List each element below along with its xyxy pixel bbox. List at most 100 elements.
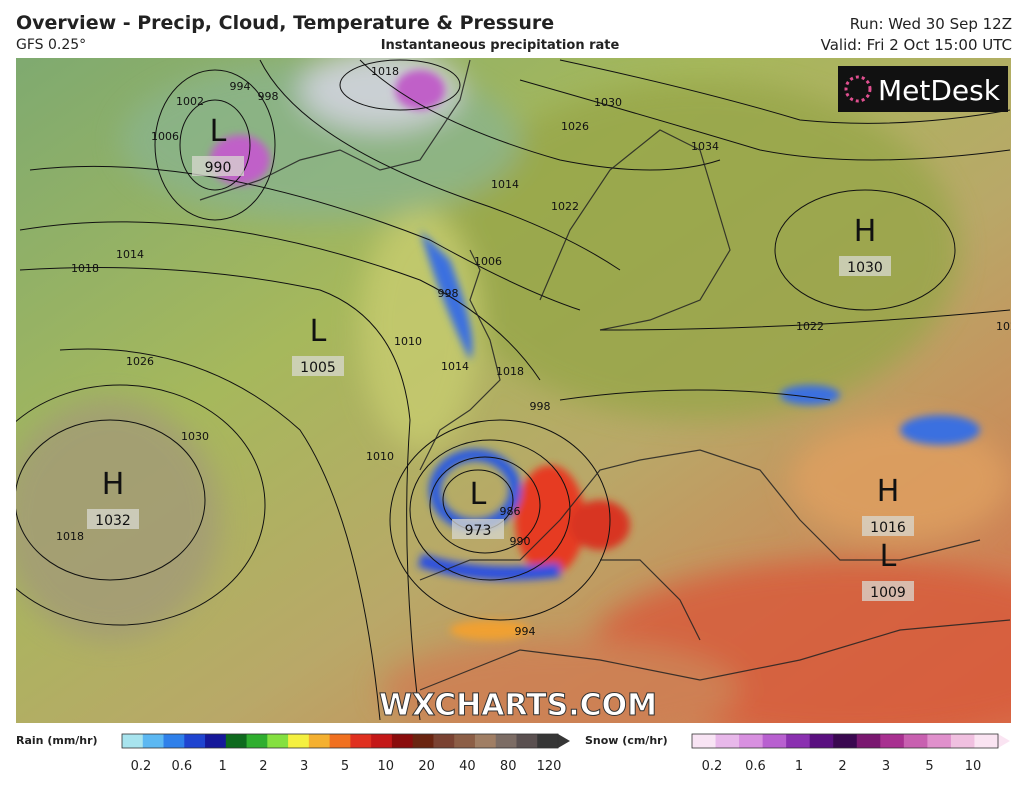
snow-color-swatch <box>927 734 952 748</box>
snow-tick-label: 3 <box>882 759 890 774</box>
pressure-center-letter: H <box>854 214 877 249</box>
isobar-label: 994 <box>230 80 251 93</box>
rain-color-swatch <box>537 734 559 748</box>
snow-color-swatch <box>786 734 811 748</box>
rain-colorbar-tip <box>558 734 570 748</box>
pressure-label-box <box>862 581 914 601</box>
isobar-label: 1018 <box>56 530 84 543</box>
isobar-label: 990 <box>510 535 531 548</box>
snow-color-swatch <box>739 734 764 748</box>
rain-color-swatch <box>163 734 185 748</box>
pressure-value: 1016 <box>870 520 906 536</box>
rain-color-swatch <box>122 734 144 748</box>
rain-color-swatch <box>433 734 455 748</box>
pressure-label-box <box>292 356 344 376</box>
rain-color-swatch <box>184 734 206 748</box>
rain-color-swatch <box>474 734 497 748</box>
isobar-label: 1030 <box>181 430 209 443</box>
pressure-center-letter: L <box>210 114 227 149</box>
rain-color-swatch <box>371 734 393 748</box>
logo: MetDesk <box>878 74 1001 107</box>
snow-tick-label: 1 <box>795 759 803 774</box>
rain-tick-label: 20 <box>418 759 435 774</box>
snow-color-swatch <box>950 734 975 748</box>
snow-tick-label: 0.2 <box>702 759 723 774</box>
subtitle: Instantaneous precipitation rate <box>381 38 620 53</box>
pressure-label-box <box>452 519 504 539</box>
run-time: Run: Wed 30 Sep 12Z <box>850 15 1012 33</box>
snow-colorbar-frame <box>691 733 999 749</box>
title: Overview - Precip, Cloud, Temperature & … <box>16 12 554 34</box>
isobar-label: 1010 <box>394 335 422 348</box>
isobar-label: 1018 <box>371 65 399 78</box>
snow-tick-label: 5 <box>925 759 933 774</box>
pressure-center-letter: H <box>877 474 900 509</box>
snow-color-swatch <box>715 734 740 748</box>
rain-color-swatch <box>267 734 289 748</box>
snow-color-swatch <box>880 734 905 748</box>
rain-color-swatch <box>142 734 165 748</box>
isobar-label: 1006 <box>474 255 502 268</box>
isobar-label: 1022 <box>551 200 579 213</box>
pressure-value: 1009 <box>870 585 906 601</box>
isobar-label: 986 <box>500 505 521 518</box>
rain-tick-label: 120 <box>537 759 562 774</box>
isobar-label: 1022 <box>996 320 1024 333</box>
pressure-value: 1030 <box>847 260 883 276</box>
isobar-label: 1034 <box>691 140 719 153</box>
isobar-label: 1018 <box>496 365 524 378</box>
rain-legend-title: Rain (mm/hr) <box>16 734 98 747</box>
rain-color-swatch <box>205 734 227 748</box>
valid-time: Valid: Fri 2 Oct 15:00 UTC <box>821 36 1012 54</box>
isobar-label: 1014 <box>491 178 519 191</box>
rain-tick-label: 1 <box>218 759 226 774</box>
rain-tick-label: 10 <box>378 759 395 774</box>
pressure-value: 990 <box>205 160 232 176</box>
pressure-center-letter: L <box>310 314 327 349</box>
rain-colorbar-frame <box>121 733 559 749</box>
rain-color-swatch <box>495 734 517 748</box>
rain-color-swatch <box>516 734 538 748</box>
rain-color-swatch <box>454 734 476 748</box>
snow-tick-label: 2 <box>838 759 846 774</box>
rain-color-swatch <box>329 734 351 748</box>
pressure-label-box <box>192 156 244 176</box>
isobar-label: 998 <box>438 287 459 300</box>
pressure-value: 973 <box>465 523 492 539</box>
isobar-label: 1014 <box>116 248 144 261</box>
rain-color-swatch <box>288 734 310 748</box>
snow-color-swatch <box>809 734 834 748</box>
isobar-label: 1030 <box>594 96 622 109</box>
rain-color-swatch <box>246 734 268 748</box>
watermark: WXCHARTS.COM <box>379 688 657 723</box>
rain-tick-label: 0.6 <box>171 759 192 774</box>
snow-color-swatch <box>856 734 881 748</box>
pressure-label-box <box>862 516 914 536</box>
isobar-label: 998 <box>258 90 279 103</box>
isobar-label: 1014 <box>441 360 469 373</box>
snow-tick-label: 0.6 <box>745 759 766 774</box>
snow-color-swatch <box>833 734 858 748</box>
pressure-value: 1005 <box>300 360 336 376</box>
snow-color-swatch <box>974 734 999 748</box>
snow-color-swatch <box>692 734 717 748</box>
isobar-label: 1006 <box>151 130 179 143</box>
map: 1018 1002 994 998 1006 1014 1018 1014 1022 1030 10… <box>16 58 1024 723</box>
pressure-center-letter: H <box>102 467 125 502</box>
snow-colorbar-tip <box>998 734 1010 748</box>
pressure-value: 1032 <box>95 513 131 529</box>
rain-tick-label: 2 <box>259 759 267 774</box>
rain-tick-label: 80 <box>500 759 517 774</box>
pressure-center-letter: L <box>880 539 897 574</box>
snow-tick-label: 10 <box>965 759 982 774</box>
rain-color-swatch <box>350 734 372 748</box>
isobar-label: 1026 <box>126 355 154 368</box>
pressure-center-letter: L <box>470 477 487 512</box>
model: GFS 0.25° <box>16 37 86 53</box>
pressure-label-box <box>87 509 139 529</box>
rain-color-swatch <box>391 734 414 748</box>
snow-color-swatch <box>762 734 787 748</box>
rain-tick-label: 3 <box>300 759 308 774</box>
isobar-label: 1018 <box>71 262 99 275</box>
